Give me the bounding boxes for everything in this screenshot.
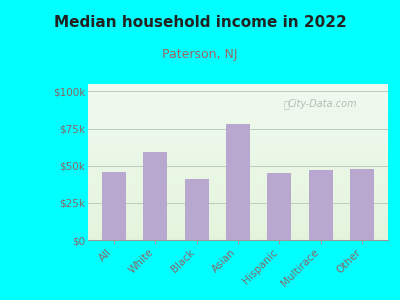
Text: ⓘ: ⓘ — [283, 99, 289, 109]
Bar — [350, 169, 374, 240]
Bar — [268, 173, 292, 240]
Bar — [184, 179, 208, 240]
Bar — [102, 172, 126, 240]
Bar — [143, 152, 167, 240]
Bar — [309, 170, 333, 240]
Text: Median household income in 2022: Median household income in 2022 — [54, 15, 346, 30]
Bar — [226, 124, 250, 240]
Text: City-Data.com: City-Data.com — [287, 99, 357, 109]
Text: Paterson, NJ: Paterson, NJ — [162, 48, 238, 61]
